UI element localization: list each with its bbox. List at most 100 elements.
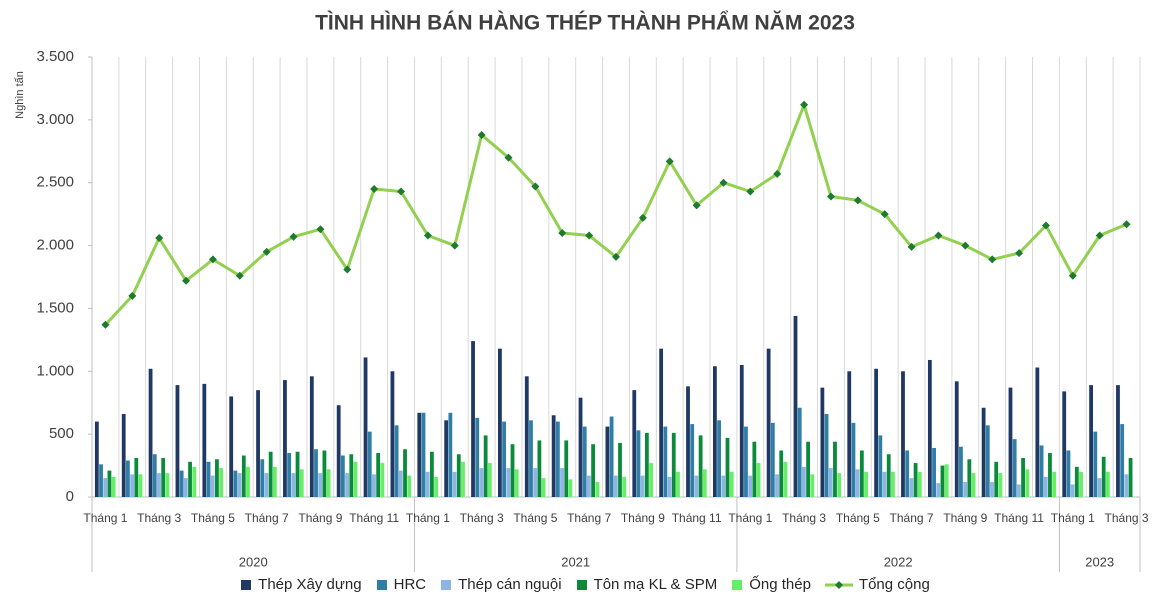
y-tick-label: 1.000 (36, 362, 74, 379)
line-marker (262, 247, 271, 256)
bar (256, 390, 260, 497)
bar (407, 475, 412, 497)
line-marker (773, 169, 782, 178)
bar (963, 481, 968, 497)
legend-item: Thép Xây dựng (240, 576, 362, 593)
bar (944, 464, 949, 497)
bar (806, 441, 811, 497)
bar (1016, 484, 1021, 497)
legend-rect (441, 579, 452, 590)
bar (1008, 387, 1013, 497)
legend-swatch (732, 579, 743, 590)
bar (233, 470, 238, 497)
bar (632, 390, 637, 497)
bar (882, 471, 887, 497)
line-marker (423, 231, 432, 240)
bar (587, 475, 591, 497)
line-marker (504, 153, 513, 162)
bar (417, 412, 422, 497)
bar (820, 387, 825, 497)
bar (94, 421, 99, 497)
bar (372, 474, 376, 497)
bar (833, 441, 837, 497)
y-tick-label: 2.000 (36, 237, 74, 254)
bar (148, 368, 153, 497)
bar (421, 412, 426, 497)
line-marker (826, 192, 835, 201)
y-tick-label: 1.500 (36, 299, 74, 316)
bar (985, 425, 990, 497)
legend-label: Ống thép (749, 576, 811, 593)
bar (555, 421, 560, 497)
line-marker (934, 231, 943, 240)
bar (739, 365, 744, 497)
bar (913, 463, 918, 497)
group-label: 2020 (239, 554, 268, 569)
line-marker (316, 225, 325, 234)
x-tick-label: Tháng 1 (405, 511, 450, 525)
bar (770, 422, 775, 497)
bar (1062, 391, 1067, 497)
bar (456, 454, 461, 497)
bar (390, 371, 395, 497)
line-marker (1015, 249, 1024, 258)
legend-rect (732, 579, 743, 590)
line-marker (585, 231, 594, 240)
x-tick-label: Tháng 7 (889, 511, 934, 525)
bar (864, 471, 868, 497)
bar (363, 357, 368, 497)
bar (1039, 445, 1044, 497)
bar (287, 453, 292, 497)
bar (353, 461, 358, 497)
y-tick-label: 3.500 (36, 48, 74, 65)
line-marker (128, 291, 137, 300)
bar (775, 474, 779, 497)
legend-rect (576, 579, 587, 590)
legend-label: Thép Xây dựng (258, 576, 362, 593)
bar (971, 473, 976, 497)
bar (810, 474, 815, 497)
line-marker (531, 182, 540, 191)
line-marker (880, 210, 889, 219)
line-marker (961, 241, 970, 250)
bar (314, 449, 318, 497)
bar (295, 451, 300, 497)
x-tick-label: Tháng 7 (244, 511, 289, 525)
bar (1035, 367, 1040, 497)
line-marker (1122, 220, 1131, 229)
bar (744, 426, 748, 497)
bar (322, 450, 327, 497)
bar (268, 451, 273, 497)
bar (824, 414, 829, 497)
line-marker (907, 242, 916, 251)
bar (1101, 456, 1106, 497)
x-tick-label: Tháng 1 (728, 511, 773, 525)
bar (537, 440, 542, 497)
legend-swatch (441, 579, 452, 590)
bar (712, 366, 717, 497)
bar (698, 435, 703, 497)
line-marker (1068, 271, 1077, 280)
bar (429, 451, 434, 497)
line-marker (208, 255, 217, 264)
bar (847, 371, 852, 497)
bar (837, 473, 842, 497)
bar (452, 471, 457, 497)
legend-swatch (376, 579, 387, 590)
bar (152, 454, 157, 497)
bar (1093, 431, 1098, 497)
x-tick-label: Tháng 3 (459, 511, 504, 525)
bar (551, 415, 556, 497)
chart-title: TÌNH HÌNH BÁN HÀNG THÉP THÀNH PHẨM NĂM 2… (315, 12, 855, 35)
x-tick-label: Tháng 1 (83, 511, 128, 525)
line-marker (155, 234, 164, 243)
bar (1105, 471, 1110, 497)
bar (1097, 478, 1102, 497)
bar (448, 412, 453, 497)
bar (578, 397, 583, 497)
bar (219, 468, 224, 497)
bar (756, 463, 761, 497)
bar (165, 473, 170, 497)
bar (582, 426, 587, 497)
x-tick-label: Tháng 1 (1050, 511, 1095, 525)
